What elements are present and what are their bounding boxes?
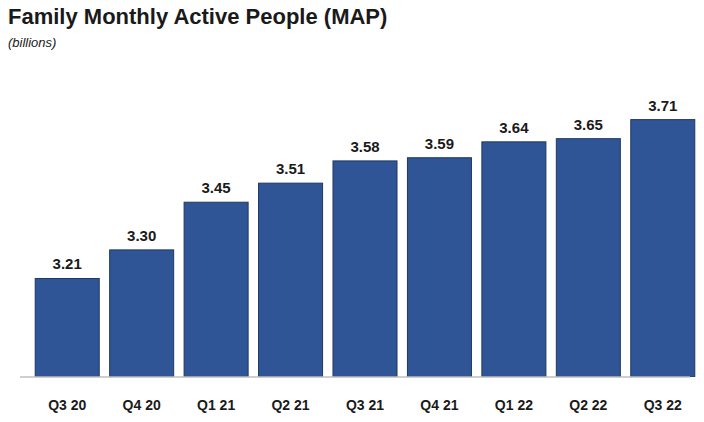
data-label: 3.21	[53, 255, 82, 272]
x-axis-line	[20, 376, 690, 378]
x-tick-label: Q4 21	[420, 397, 458, 413]
bar	[35, 278, 99, 377]
x-tick-label: Q3 21	[346, 397, 384, 413]
x-tick-label: Q4 20	[123, 397, 161, 413]
bar	[110, 250, 174, 377]
data-label: 3.58	[350, 138, 379, 155]
bar	[631, 120, 695, 377]
x-tick-label: Q1 21	[197, 397, 235, 413]
data-label: 3.51	[276, 160, 305, 177]
data-label: 3.65	[574, 116, 603, 133]
bar	[184, 202, 248, 377]
bar	[259, 183, 323, 377]
subtitle: (billions)	[8, 35, 56, 50]
data-label: 3.59	[425, 135, 454, 152]
x-tick-label: Q1 22	[495, 397, 533, 413]
bar	[556, 139, 620, 377]
bar	[482, 142, 546, 377]
bar	[407, 158, 471, 377]
data-label: 3.71	[648, 97, 677, 114]
data-label: 3.30	[127, 227, 156, 244]
title: Family Monthly Active People (MAP)	[8, 4, 387, 29]
chart: Family Monthly Active People (MAP) (billi…	[0, 0, 704, 422]
x-tick-label: Q2 22	[569, 397, 607, 413]
x-tick-label: Q3 22	[644, 397, 682, 413]
bar	[333, 161, 397, 377]
data-label: 3.64	[499, 119, 529, 136]
bars	[35, 120, 695, 377]
x-tick-label: Q3 20	[48, 397, 86, 413]
x-tick-label: Q2 21	[271, 397, 309, 413]
data-label: 3.45	[202, 179, 231, 196]
